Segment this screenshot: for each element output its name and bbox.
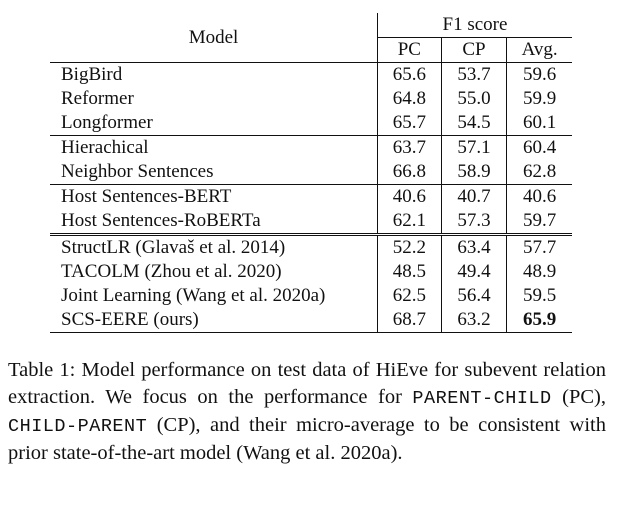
cell-cp: 54.5 [441,111,508,136]
table-row: Joint Learning (Wang et al. 2020a) 62.5 56… [50,284,572,308]
cell-pc: 66.8 [377,160,442,185]
table-row: Host Sentences-RoBERTa 62.1 57.3 59.7 [50,209,572,235]
cell-model: Neighbor Sentences [50,160,378,185]
cell-avg: 65.9 [506,308,572,333]
table-row: Host Sentences-BERT 40.6 40.7 40.6 [50,184,572,209]
cell-pc: 48.5 [377,260,442,284]
header-avg: Avg. [521,39,558,60]
caption-code-child-parent: CHILD-PARENT [8,416,148,437]
cell-avg: 62.8 [523,161,557,182]
cell-avg: 59.6 [506,62,572,87]
cell-cp: 57.1 [441,135,508,160]
cell-cp: 57.3 [441,209,508,235]
cell-pc: 64.8 [377,87,442,111]
cell-model: Host Sentences-BERT [50,184,378,209]
cell-model: StructLR (Glavaš et al. 2014) [50,233,378,260]
cell-avg: 57.7 [506,233,572,260]
header-model: Model [50,13,378,63]
cell-cp: 63.4 [441,233,508,260]
header-f1-score: F1 score [377,13,572,38]
cell-cp: 53.7 [441,62,508,87]
cell-avg: 59.5 [523,285,557,306]
table-caption: Table 1: Model performance on test data … [8,357,606,467]
caption-text-1: Table 1: Model performance on test data … [8,359,606,408]
cell-pc: 40.6 [377,184,442,209]
table-row: Neighbor Sentences 66.8 58.9 62.8 [50,160,572,185]
cell-cp: 40.7 [441,184,508,209]
table-row: SCS-EERE (ours) 68.7 63.2 65.9 [50,308,572,333]
table-row: Longformer 65.7 54.5 60.1 [50,111,572,136]
table-row: BigBird 65.6 53.7 59.6 [50,62,572,87]
cell-pc: 65.6 [377,62,442,87]
cell-pc: 65.7 [377,111,442,136]
cell-pc: 62.1 [377,209,442,235]
table-row: Hierachical 63.7 57.1 60.4 [50,135,572,160]
table-row: Reformer 64.8 55.0 59.9 [50,87,572,111]
cell-pc: 68.7 [377,308,442,333]
cell-pc: 52.2 [377,233,442,260]
cell-cp: 49.4 [441,260,508,284]
cell-avg: 59.7 [523,210,557,231]
caption-text-2: (PC), [551,386,606,408]
cell-cp: 58.9 [441,160,508,185]
results-table-wrapper: Model F1 score PC CP Avg. BigBird 65.6 53.… [50,13,572,333]
cell-model: BigBird [50,62,378,87]
cell-avg: 59.9 [523,88,557,109]
header-cp: CP [441,37,508,63]
table-row: TACOLM (Zhou et al. 2020) 48.5 49.4 48.9 [50,260,572,284]
results-table: Model F1 score PC CP Avg. BigBird 65.6 53.… [50,13,572,333]
cell-avg: 40.6 [506,184,572,209]
cell-avg: 60.4 [506,135,572,160]
cell-model: SCS-EERE (ours) [50,308,378,333]
cell-avg: 60.1 [523,112,557,133]
cell-cp: 55.0 [441,87,508,111]
cell-model: Hierachical [50,135,378,160]
cell-model: Longformer [50,111,378,136]
cell-pc: 62.5 [377,284,442,308]
cell-avg: 48.9 [523,261,557,282]
cell-model: Reformer [50,87,378,111]
cell-model: Host Sentences-RoBERTa [50,209,378,235]
caption-text-3: (CP), and their micro-average to be cons… [8,414,606,464]
results-table-body: BigBird 65.6 53.7 59.6 Reformer 64.8 55.0 59.9 L… [50,62,572,333]
cell-pc: 63.7 [377,135,442,160]
cell-model: TACOLM (Zhou et al. 2020) [50,260,378,284]
cell-cp: 56.4 [441,284,508,308]
cell-model: Joint Learning (Wang et al. 2020a) [50,284,378,308]
caption-code-parent-child: PARENT-CHILD [412,388,552,409]
header-pc: PC [377,37,442,63]
cell-cp: 63.2 [441,308,508,333]
table-row: StructLR (Glavaš et al. 2014) 52.2 63.4 57.… [50,233,572,260]
